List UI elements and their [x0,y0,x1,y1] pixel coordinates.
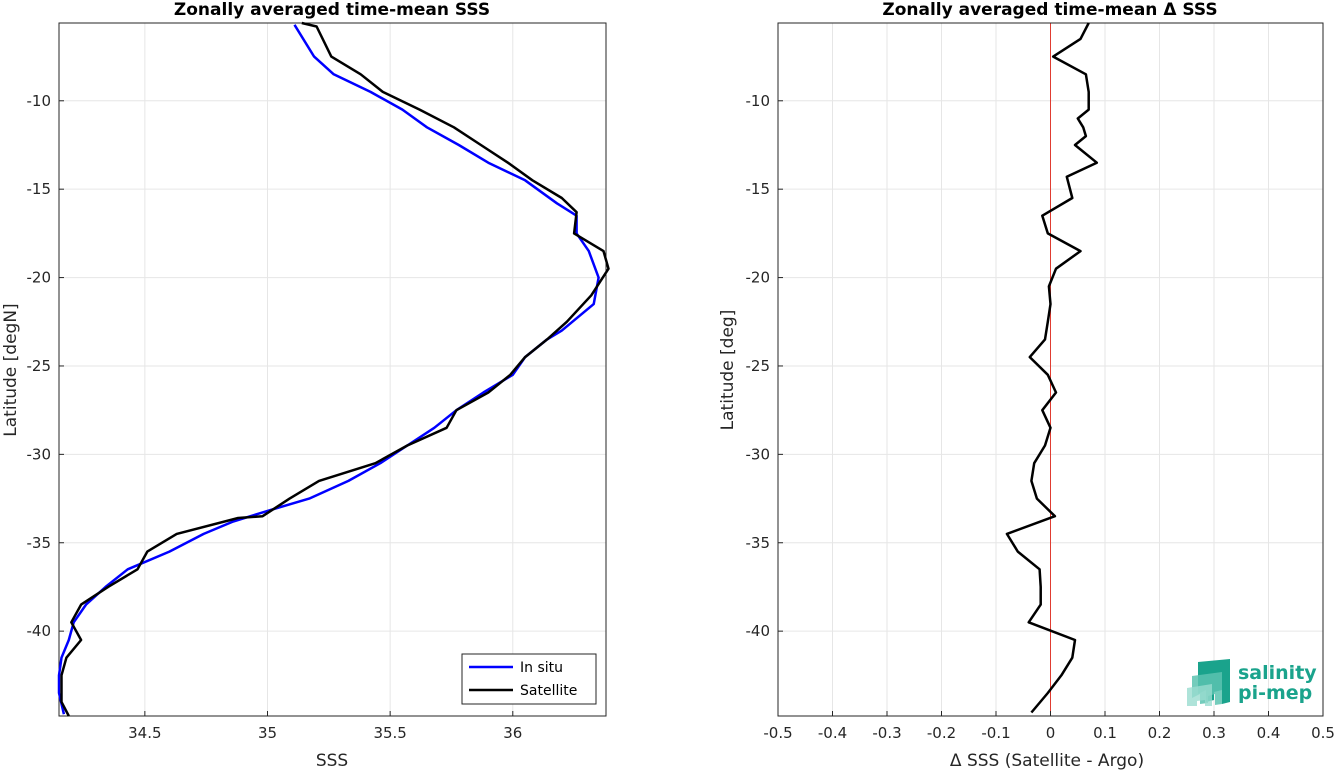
left-x-tick-label: 35 [258,724,277,742]
right-x-tick-label: 0.5 [1311,724,1335,742]
right-series [1005,22,1099,714]
left-y-tick-label: -40 [27,622,52,640]
legend-box [461,653,597,705]
right-y-tick-label: -35 [746,534,771,552]
left-y-tick-label: -30 [27,445,52,463]
legend-label-in-situ: In situ [520,660,563,676]
logo-wave-light [1187,684,1212,706]
left-plot-area [59,23,606,716]
left-grid [59,23,606,716]
right-y-tick-label: -30 [746,445,771,463]
logo-text-salinity: salinity [1238,662,1317,684]
right-grid [778,23,1323,716]
left-y-tick-label: -15 [27,180,52,198]
right-chart-title: Zonally averaged time-mean Δ SSS [882,0,1217,20]
left-panel: 34.5 35 35.5 36 -40 -35 -30 -25 -20 -15 -10 Zonall… [1,0,610,770]
left-x-tick-label: 34.5 [128,724,161,742]
left-x-tick-label: 36 [503,724,522,742]
right-x-tick-label: -0.3 [872,724,901,742]
right-y-tick-label: -20 [746,269,771,287]
right-x-tick-label: 0.4 [1257,724,1281,742]
left-y-tick-label: -25 [27,357,52,375]
left-series [57,21,610,717]
left-y-axis-label: Latitude [degN] [1,303,21,436]
left-series-line-satellite [60,21,610,717]
left-y-tick-label: -10 [27,92,52,110]
left-y-tick-label: -20 [27,269,52,287]
right-x-axis-label: Δ SSS (Satellite - Argo) [950,751,1144,770]
right-x-tick-label: -0.1 [981,724,1010,742]
right-x-tick-label: 0.3 [1202,724,1226,742]
right-y-tick-label: -25 [746,357,771,375]
right-x-tick-label: -0.5 [763,724,792,742]
legend-label-satellite: Satellite [520,683,577,699]
right-series-line-delta-sss [1005,22,1099,714]
left-ticks: 34.5 35 35.5 36 -40 -35 -30 -25 -20 -15 -10 [27,92,523,742]
logo-text-pi-mep: pi-mep [1238,682,1312,704]
left-chart-title: Zonally averaged time-mean SSS [174,0,490,20]
left-series-line-in-situ [57,24,600,715]
right-panel: -0.5 -0.4 -0.3 -0.2 -0.1 0 0.1 0.2 0.3 0.4 0.5 -40 -… [718,0,1335,770]
left-axes-box [58,22,607,717]
logo-wave-icon [1187,659,1230,706]
right-x-tick-label: 0.2 [1148,724,1172,742]
left-x-axis-label: SSS [316,751,348,770]
salinity-pi-mep-logo: salinity pi-mep [1187,659,1317,706]
right-y-tick-label: -10 [746,92,771,110]
left-y-tick-label: -35 [27,534,52,552]
right-ticks: -0.5 -0.4 -0.3 -0.2 -0.1 0 0.1 0.2 0.3 0.4 0.5 -40 -… [746,92,1335,742]
right-x-tick-label: 0.1 [1093,724,1117,742]
legend: In situ Satellite [461,653,597,705]
left-x-tick-label: 35.5 [373,724,406,742]
right-x-tick-label: -0.2 [927,724,956,742]
right-y-tick-label: -15 [746,180,771,198]
right-y-tick-label: -40 [746,622,771,640]
right-x-tick-label: -0.4 [818,724,847,742]
right-x-tick-label: 0 [1046,724,1056,742]
right-y-axis-label: Latitude [deg] [718,310,738,431]
